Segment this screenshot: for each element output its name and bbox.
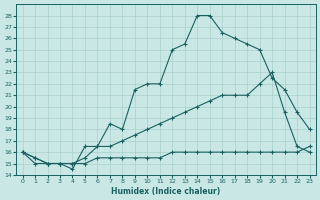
- X-axis label: Humidex (Indice chaleur): Humidex (Indice chaleur): [111, 187, 221, 196]
